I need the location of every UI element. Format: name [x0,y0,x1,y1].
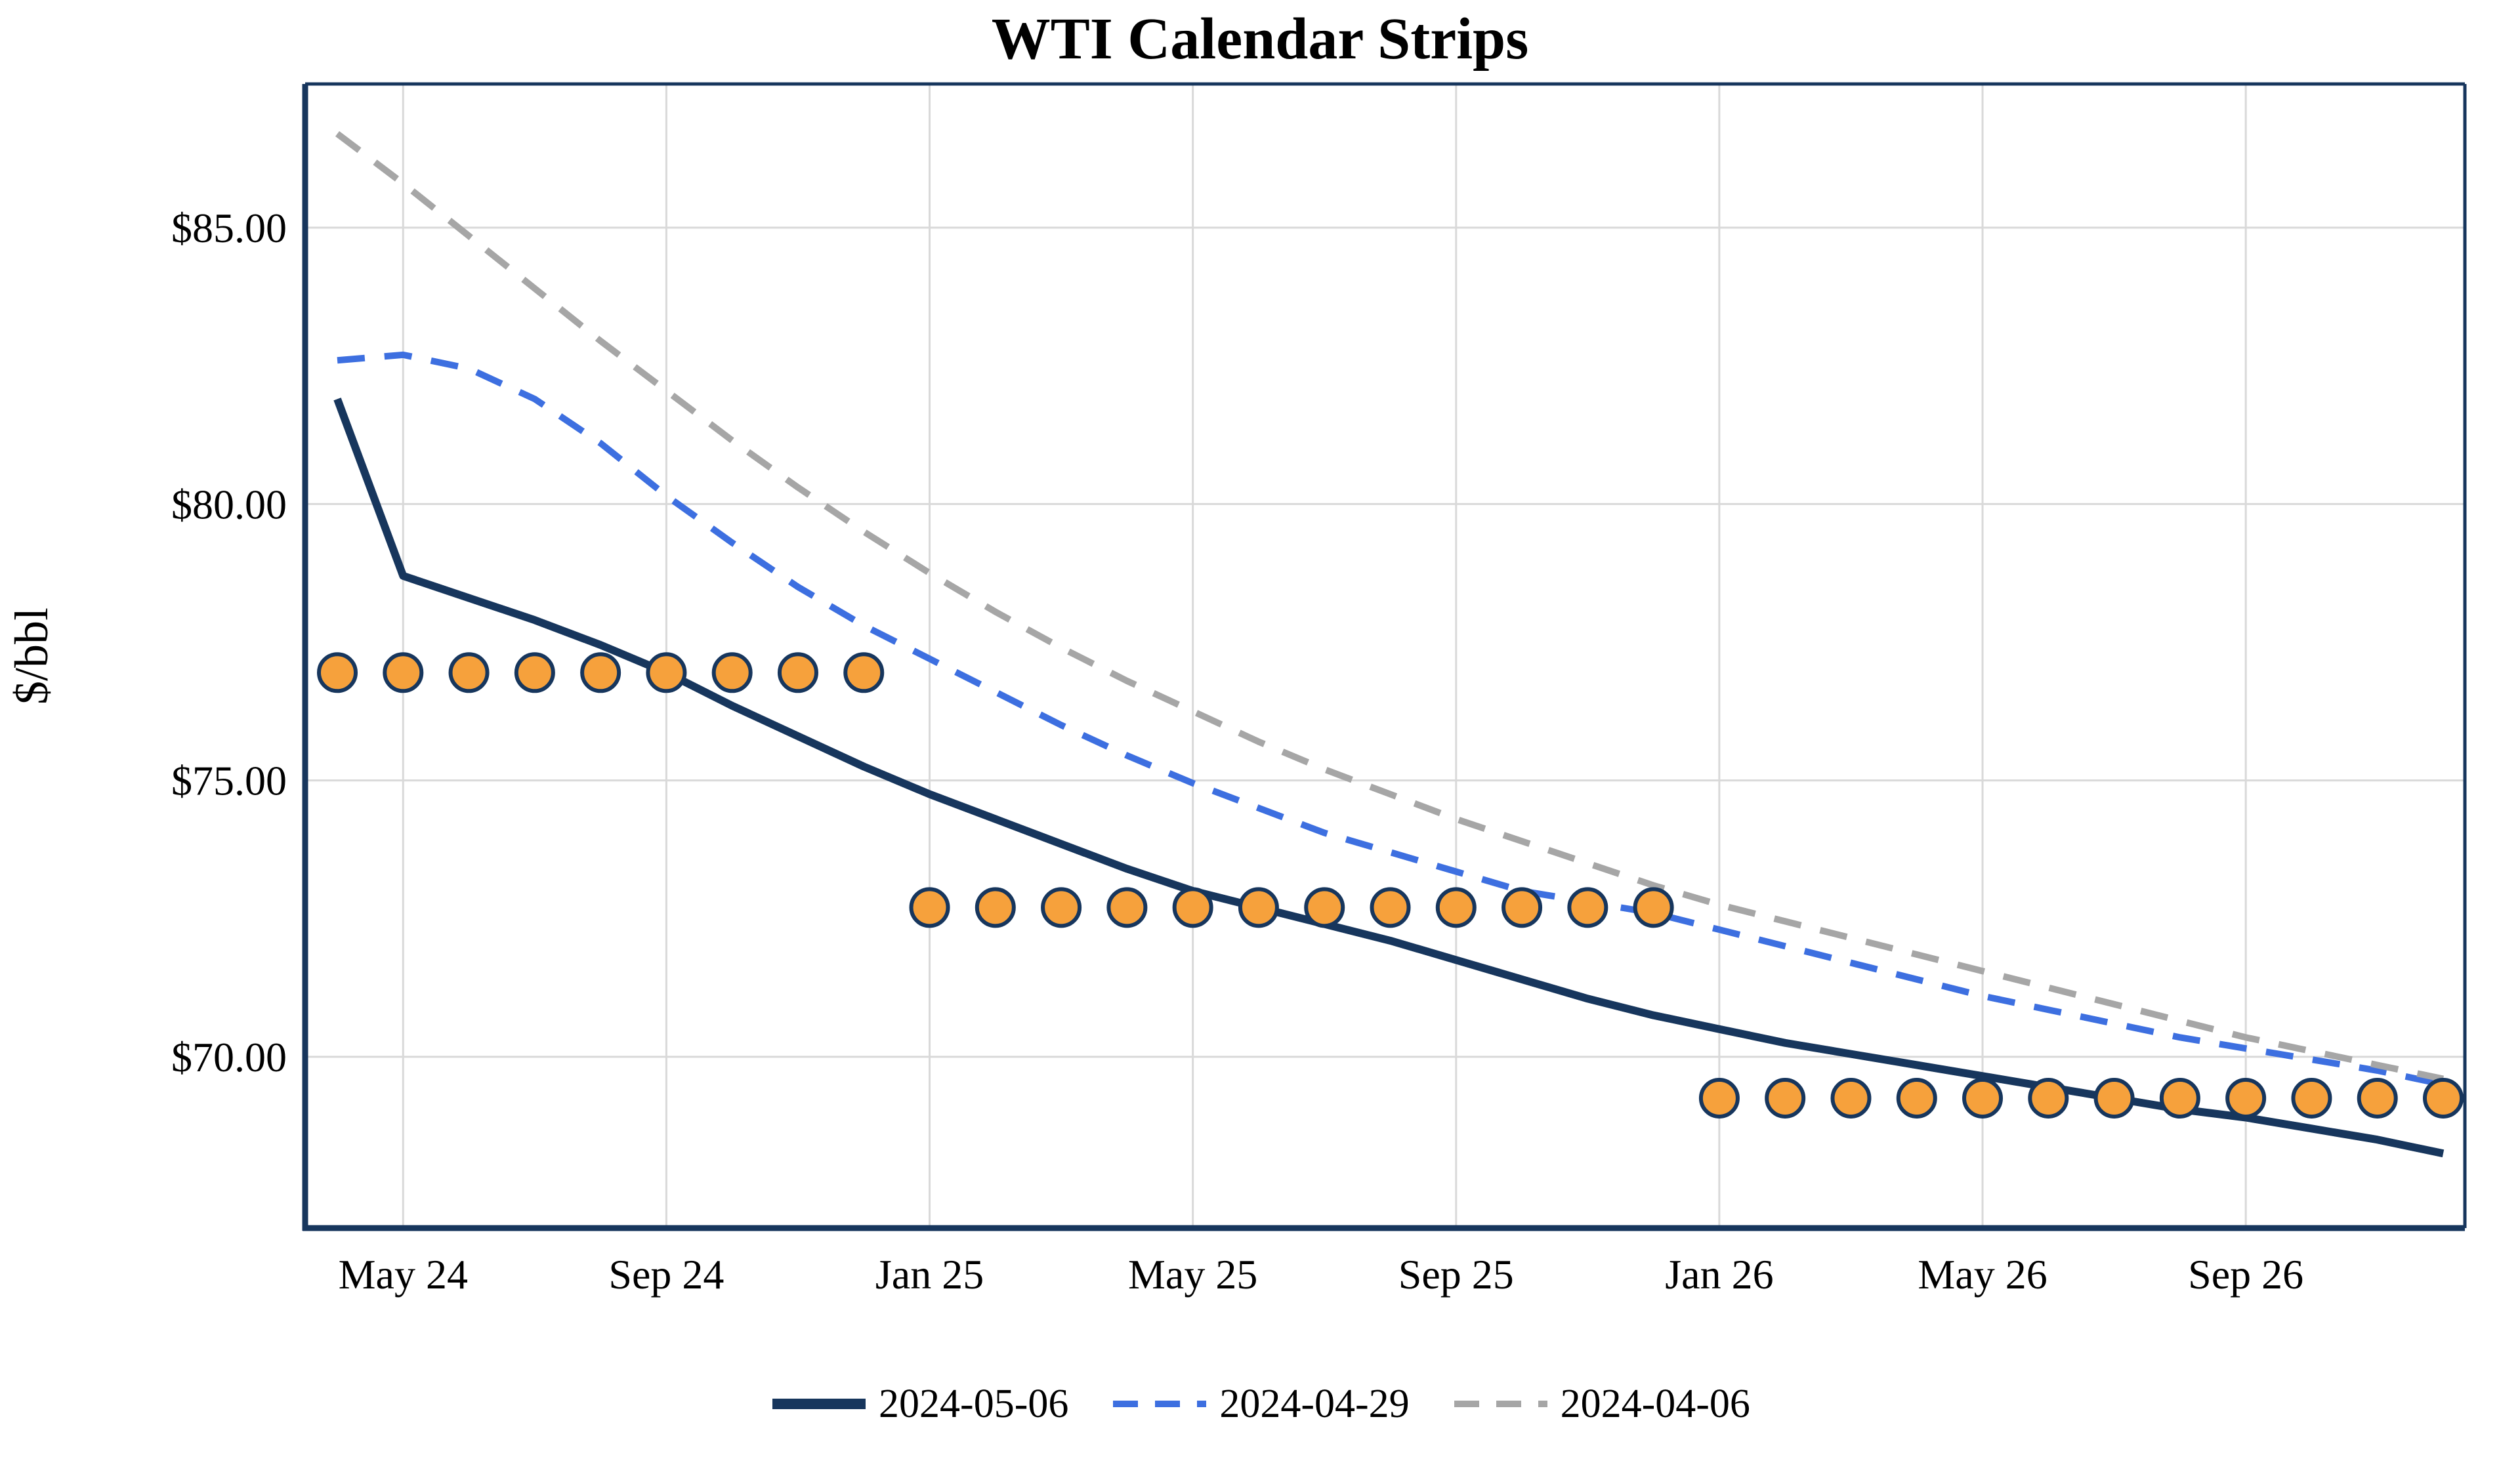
x-tick-label: Jan 26 [1665,1251,1773,1298]
strip-marker [2291,1078,2332,1119]
strip-marker [1172,887,1213,928]
strip-marker [1502,887,1543,928]
strip-marker [975,887,1016,928]
strip-marker [317,652,358,693]
y-tick-label: $70.00 [171,1034,287,1080]
strip-marker [2028,1078,2069,1119]
strip-marker [2093,1078,2135,1119]
strip-marker [646,652,687,693]
strip-marker [2159,1078,2200,1119]
strip-marker [448,652,490,693]
strip-marker [1041,887,1082,928]
series-line-2024-04-06 [335,131,2445,1082]
strip-marker [1765,1078,1806,1119]
strip-marker [1896,1078,1937,1119]
strip-marker [1698,1078,1740,1119]
legend-item-2024-04-06: 2024-04-06 [1452,1381,1750,1428]
legend-item-2024-05-06: 2024-05-06 [770,1381,1068,1428]
x-tick-label: May 26 [1918,1251,2047,1298]
chart-canvas: $/bbl $70.00 $75.00 $80.00 $85.00 May 24 Sep … [5,82,2467,1298]
strip-marker [843,652,885,693]
strip-marker [1830,1078,1872,1119]
strip-marker [1962,1078,2004,1119]
x-tick-label: Sep 24 [608,1251,724,1298]
strip-marker [2423,1078,2464,1119]
strip-marker [909,887,950,928]
x-tick-label: May 24 [339,1251,468,1298]
strip-marker [1370,887,1411,928]
x-tick-label: Sep 25 [1398,1251,1514,1298]
strip-markers [317,652,2464,1119]
y-axis-label: $/bbl [5,607,58,705]
strip-marker [1435,887,1477,928]
legend-item-2024-04-29: 2024-04-29 [1110,1381,1410,1428]
strip-marker [2225,1078,2267,1119]
y-tick-label: $85.00 [171,205,287,251]
strip-marker [383,652,424,693]
strip-marker [1633,887,1674,928]
legend-line-swatch [1454,1401,1547,1407]
y-tick-label: $75.00 [171,758,287,804]
legend-label: 2024-05-06 [879,1381,1069,1426]
x-tick-label: Jan 25 [875,1251,984,1298]
legend-label: 2024-04-29 [1219,1381,1410,1426]
x-tick-label: May 25 [1128,1251,1257,1298]
series-line-2024-05-06 [333,398,2445,1158]
axes [302,82,2467,1231]
strip-marker [1106,887,1148,928]
y-tick-label: $80.00 [171,481,287,527]
legend-line-swatch [1113,1401,1207,1407]
chart-legend: 2024-05-06 2024-04-29 2024-04-06 [0,1345,2520,1463]
strip-marker [514,652,555,693]
chart-title: WTI Calendar Strips [991,7,1529,72]
x-tick-label: Sep 26 [2188,1251,2303,1298]
strip-marker [580,652,621,693]
legend-label: 2024-04-06 [1560,1381,1750,1426]
series-line-2024-04-29 [337,351,2445,1088]
strip-marker [711,652,753,693]
strip-marker [2357,1078,2398,1119]
strip-marker [777,652,818,693]
legend-line-swatch [772,1399,866,1409]
strip-marker [1304,887,1345,928]
strip-marker [1567,887,1608,928]
strip-marker [1238,887,1279,928]
